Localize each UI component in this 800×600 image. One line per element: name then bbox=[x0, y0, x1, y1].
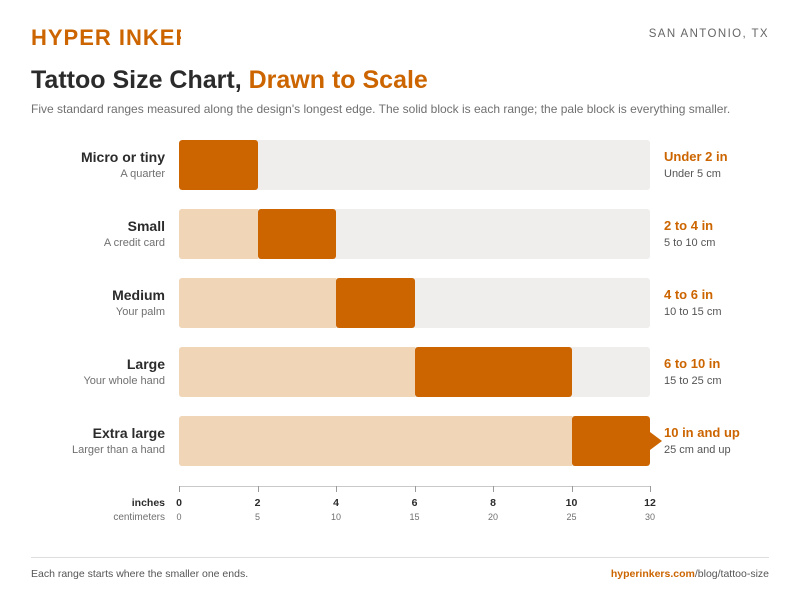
x-tick-label-inches: 2 bbox=[254, 497, 261, 509]
row-label: Small A credit card bbox=[104, 218, 165, 250]
range-label: 6 to 10 in 15 to 25 cm bbox=[664, 356, 721, 388]
footer-note: Each range starts where the smaller one … bbox=[31, 568, 249, 580]
location-label: SAN ANTONIO, TX bbox=[648, 28, 769, 40]
smaller-range-bar bbox=[179, 278, 336, 328]
range-label: 2 to 4 in 5 to 10 cm bbox=[664, 218, 715, 250]
x-tick-label-centimeters: 5 bbox=[254, 512, 260, 522]
x-axis-label-inches: inches bbox=[131, 497, 165, 509]
bar-track bbox=[179, 209, 650, 259]
x-tick-label-inches: 8 bbox=[490, 497, 496, 509]
category-name: Small bbox=[127, 218, 165, 234]
footer-link[interactable]: hyperinkers.com/blog/tattoo-size bbox=[611, 568, 769, 580]
category-note: Larger than a hand bbox=[72, 444, 165, 456]
title-main: Tattoo Size Chart, bbox=[31, 66, 249, 94]
x-axis-tick-mark bbox=[336, 486, 337, 492]
range-label-centimeters: 25 cm and up bbox=[664, 444, 731, 456]
x-axis-tick-mark bbox=[179, 486, 180, 492]
category-name: Medium bbox=[112, 287, 165, 303]
row-label: Large Your whole hand bbox=[83, 356, 165, 388]
range-label-inches: 4 to 6 in bbox=[664, 287, 714, 302]
category-note: Your palm bbox=[115, 306, 165, 318]
bar-track bbox=[179, 140, 650, 190]
category-name: Extra large bbox=[92, 425, 165, 441]
x-tick-label-centimeters: 10 bbox=[330, 512, 341, 522]
page-title: Tattoo Size Chart, Drawn to Scale bbox=[31, 66, 428, 95]
range-bar bbox=[179, 140, 258, 190]
category-note: Your whole hand bbox=[83, 375, 165, 387]
range-bar bbox=[571, 416, 650, 466]
footer-divider bbox=[31, 557, 769, 558]
x-tick-label-inches: 6 bbox=[411, 497, 418, 509]
category-name: Large bbox=[126, 356, 165, 372]
footer-link-domain: hyperinkers.com bbox=[610, 568, 695, 580]
x-axis-tick-mark bbox=[493, 486, 494, 492]
bar-track bbox=[179, 416, 650, 466]
x-axis-tick-mark bbox=[571, 486, 573, 492]
range-label-inches: Under 2 in bbox=[664, 149, 728, 164]
row-label: Micro or tiny A quarter bbox=[81, 149, 165, 181]
x-axis-tick-mark bbox=[414, 486, 416, 492]
range-label-inches: 6 to 10 in bbox=[664, 356, 721, 371]
range-label: 10 in and up 25 cm and up bbox=[664, 425, 740, 457]
x-axis-label-centimeters: centimeters bbox=[113, 512, 165, 523]
range-label-centimeters: Under 5 cm bbox=[664, 168, 721, 180]
open-ended-arrow bbox=[650, 432, 662, 450]
x-axis-tick-mark bbox=[650, 486, 651, 492]
smaller-range-bar bbox=[179, 347, 415, 397]
category-name: Micro or tiny bbox=[80, 149, 165, 165]
x-axis-tick-mark bbox=[257, 486, 259, 492]
x-tick-label-inches: 4 bbox=[333, 497, 339, 509]
smaller-range-bar bbox=[179, 209, 258, 259]
x-tick-label-centimeters: 15 bbox=[409, 512, 420, 522]
svg-text:HYPER INKERS: HYPER INKERS bbox=[31, 25, 181, 50]
x-tick-label-centimeters: 25 bbox=[566, 512, 577, 522]
x-tick-label-inches: 12 bbox=[644, 497, 656, 509]
range-label: 4 to 6 in 10 to 15 cm bbox=[664, 287, 721, 319]
x-tick-label-centimeters: 0 bbox=[176, 512, 182, 522]
range-label-inches: 10 in and up bbox=[664, 425, 740, 440]
category-note: A quarter bbox=[120, 168, 165, 180]
row-label: Extra large Larger than a hand bbox=[72, 425, 165, 457]
range-label-centimeters: 15 to 25 cm bbox=[664, 375, 722, 387]
title-accent: Drawn to Scale bbox=[248, 66, 428, 94]
footer-link-path: /blog/tattoo-size bbox=[694, 568, 769, 580]
x-tick-label-centimeters: 30 bbox=[644, 512, 655, 522]
range-bar bbox=[257, 209, 336, 259]
range-bar bbox=[414, 347, 572, 397]
page-subtitle: Five standard ranges measured along the … bbox=[31, 102, 731, 116]
range-label: Under 2 in Under 5 cm bbox=[664, 149, 728, 181]
bar-track bbox=[179, 278, 650, 328]
smaller-range-bar bbox=[179, 416, 572, 466]
bar-track bbox=[179, 347, 650, 397]
x-tick-label-inches: 0 bbox=[176, 497, 182, 509]
range-label-centimeters: 10 to 15 cm bbox=[664, 306, 722, 318]
brand-logo: HYPER INKERS bbox=[31, 25, 181, 50]
category-note: A credit card bbox=[103, 237, 165, 249]
range-label-inches: 2 to 4 in bbox=[664, 218, 714, 233]
x-tick-label-inches: 10 bbox=[565, 497, 578, 509]
range-label-centimeters: 5 to 10 cm bbox=[664, 237, 716, 249]
x-tick-label-centimeters: 20 bbox=[487, 512, 498, 522]
row-label: Medium Your palm bbox=[112, 287, 165, 319]
range-bar bbox=[336, 278, 415, 328]
